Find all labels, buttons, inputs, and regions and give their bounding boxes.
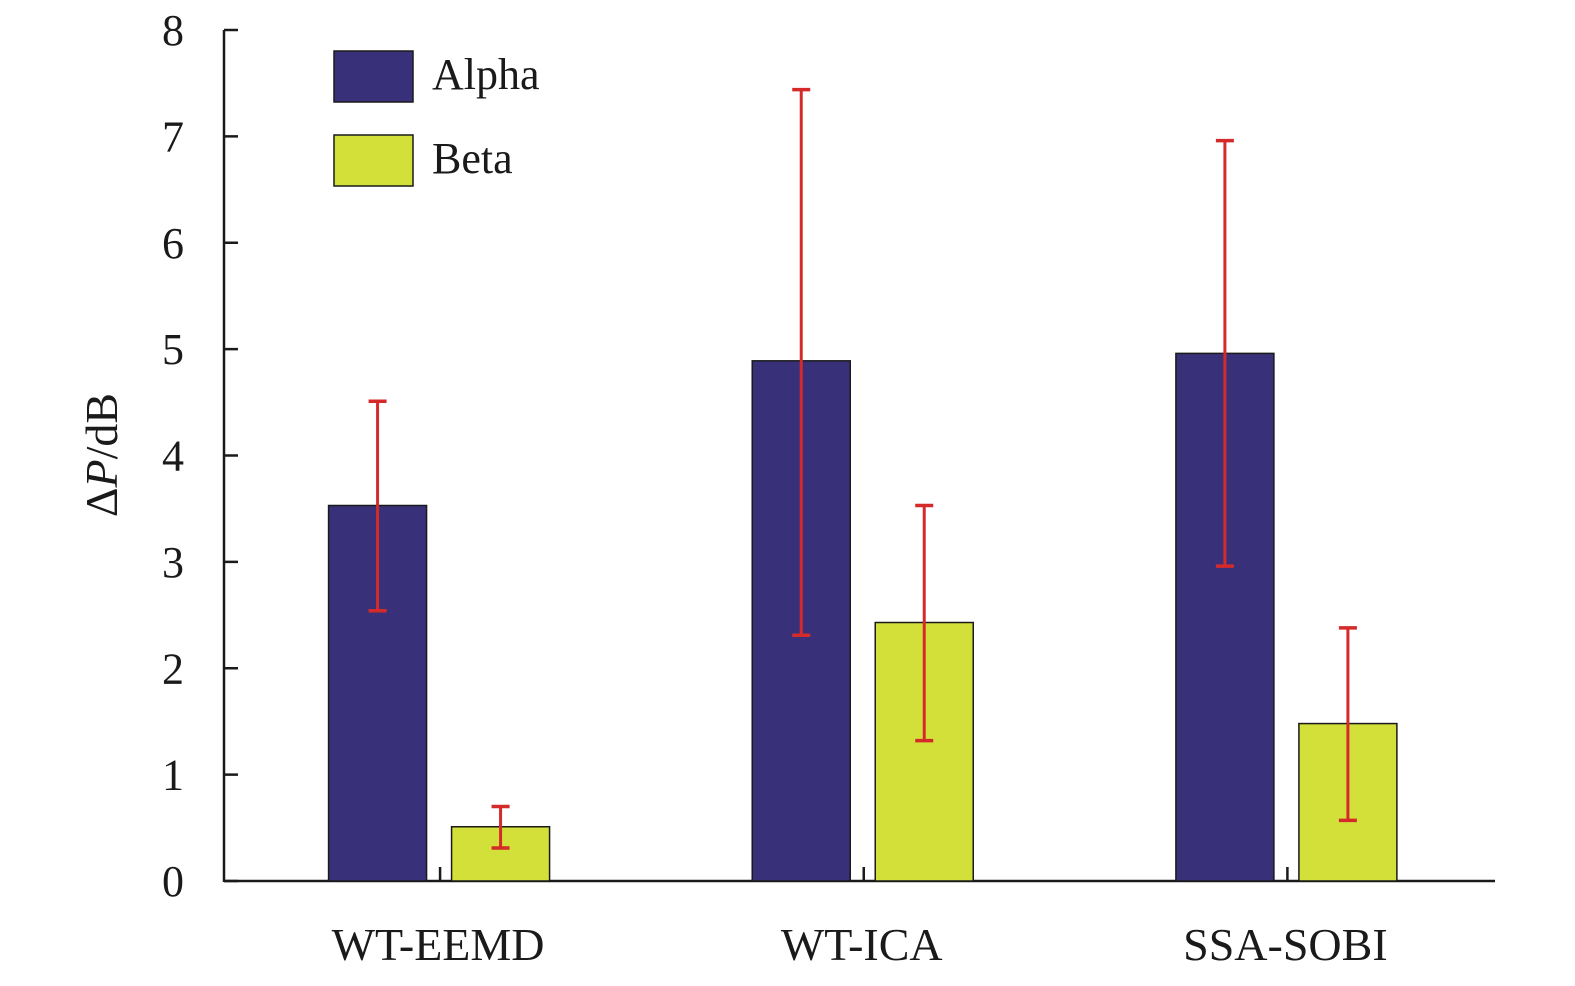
x-category-label: WT-EEMD — [332, 919, 545, 970]
y-axis-title-prefix: Δ — [76, 487, 127, 517]
legend-swatch-alpha — [333, 50, 414, 103]
x-ticks — [438, 867, 1289, 881]
y-tick-label: 7 — [162, 112, 184, 161]
y-tick-label: 2 — [162, 644, 184, 693]
legend: Alpha Beta — [333, 50, 540, 187]
x-category-labels: WT-EEMD WT-ICA SSA-SOBI — [332, 919, 1388, 970]
y-axis-title-suffix: /dB — [76, 393, 127, 459]
y-axis-title-variable: P — [76, 459, 127, 488]
bars — [327, 352, 1398, 882]
y-tick-label: 8 — [162, 6, 184, 55]
y-axis-title: ΔP/dB — [76, 393, 127, 517]
y-tick-label: 1 — [162, 751, 184, 800]
x-category-label: SSA-SOBI — [1183, 919, 1388, 970]
y-tick-label: 6 — [162, 219, 184, 268]
x-category-label: WT-ICA — [781, 919, 943, 970]
y-tick-label: 0 — [162, 857, 184, 906]
axes: 0 1 2 3 4 5 6 7 8 — [162, 6, 1495, 906]
y-ticks: 0 1 2 3 4 5 6 7 8 — [162, 6, 238, 906]
legend-label-alpha: Alpha — [432, 50, 540, 99]
legend-label-beta: Beta — [432, 134, 513, 183]
y-tick-label: 3 — [162, 538, 184, 587]
legend-swatch-beta — [333, 134, 414, 187]
y-tick-label: 5 — [162, 325, 184, 374]
error-bars — [368, 87, 1357, 850]
y-tick-label: 4 — [162, 432, 184, 481]
